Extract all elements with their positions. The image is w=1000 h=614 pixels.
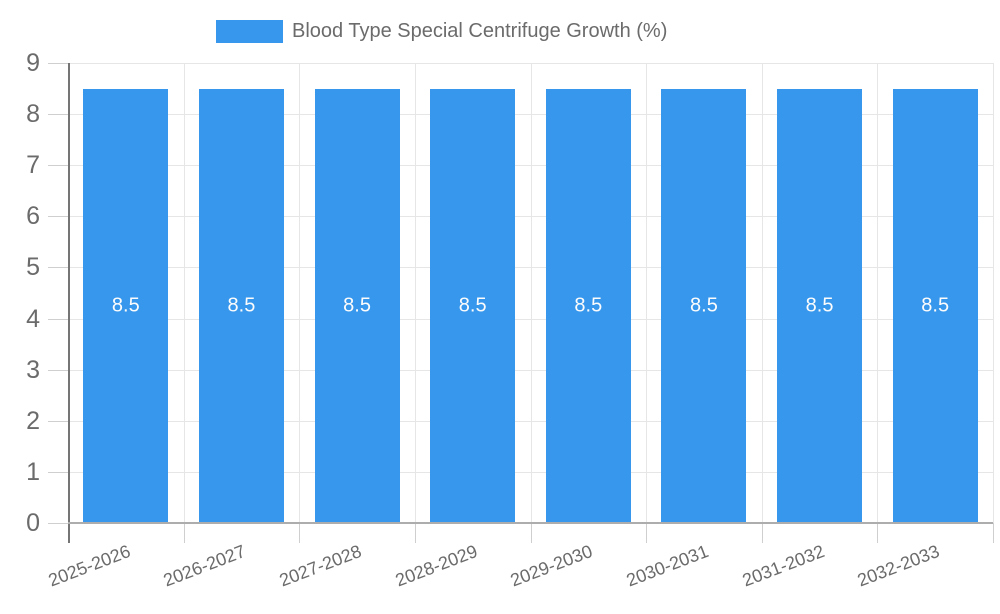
bar[interactable]: 8.5 <box>777 88 863 523</box>
bar-value-label: 8.5 <box>805 294 834 317</box>
bar[interactable]: 8.5 <box>198 88 284 523</box>
x-axis-tick <box>530 523 532 543</box>
bar[interactable]: 8.5 <box>314 88 400 523</box>
y-tick-label: 3 <box>26 355 40 384</box>
bar-value-label: 8.5 <box>921 294 950 317</box>
bar-value-label: 8.5 <box>458 294 487 317</box>
bar[interactable]: 8.5 <box>83 88 169 523</box>
y-tick-label: 8 <box>26 100 40 129</box>
x-axis-tick <box>183 523 185 543</box>
y-axis-tick <box>48 369 68 371</box>
x-axis-tick <box>877 523 879 543</box>
plot-area: 0 1 2 3 4 5 6 7 8 9 8.5 8.5 8.5 8.5 8.5 8.5 8.5 8.5 2025-2… <box>26 49 994 591</box>
chart-legend[interactable]: Blood Type Special Centrifuge Growth (%) <box>216 20 667 43</box>
bar[interactable]: 8.5 <box>430 88 516 523</box>
x-axis-tick <box>414 523 416 543</box>
legend-swatch-icon <box>216 20 283 43</box>
y-tick-label: 4 <box>26 304 40 333</box>
bar-value-label: 8.5 <box>227 294 256 317</box>
bar[interactable]: 8.5 <box>545 88 631 523</box>
bar[interactable]: 8.5 <box>661 88 747 523</box>
y-axis-tick <box>48 420 68 422</box>
bar-value-label: 8.5 <box>343 294 371 317</box>
x-axis-tick <box>646 523 648 543</box>
x-gridline <box>530 63 532 523</box>
y-tick-label: 9 <box>26 49 40 77</box>
y-tick-label: 7 <box>26 151 40 180</box>
y-axis-tick <box>48 318 68 320</box>
y-axis-tick <box>48 63 68 64</box>
bar-value-label: 8.5 <box>690 294 718 317</box>
y-axis-tick <box>48 114 68 116</box>
bar-value-label: 8.5 <box>574 294 603 317</box>
y-tick-label: 0 <box>26 509 40 537</box>
y-axis-tick <box>48 523 68 524</box>
y-tick-label: 2 <box>26 406 40 435</box>
x-gridline <box>761 63 763 523</box>
legend-label: Blood Type Special Centrifuge Growth (%) <box>292 20 668 42</box>
y-axis-tick <box>48 165 68 167</box>
bar[interactable]: 8.5 <box>892 88 978 523</box>
y-axis-tick <box>48 267 68 269</box>
x-axis-tick <box>993 523 994 543</box>
y-tick-label: 1 <box>26 457 40 486</box>
y-tick-label: 5 <box>26 253 40 282</box>
y-axis-line <box>68 63 70 543</box>
x-gridline <box>993 63 994 523</box>
y-axis-tick <box>48 471 68 473</box>
x-gridline <box>877 63 879 523</box>
bar-value-label: 8.5 <box>111 294 140 317</box>
y-tick-label: 6 <box>26 202 40 231</box>
x-gridline <box>646 63 648 523</box>
y-axis-tick <box>48 216 68 218</box>
x-gridline <box>414 63 416 523</box>
x-gridline <box>183 63 185 523</box>
x-axis-line <box>68 522 993 524</box>
x-axis-tick <box>761 523 763 543</box>
x-axis-tick <box>299 523 301 543</box>
x-gridline <box>299 63 301 523</box>
